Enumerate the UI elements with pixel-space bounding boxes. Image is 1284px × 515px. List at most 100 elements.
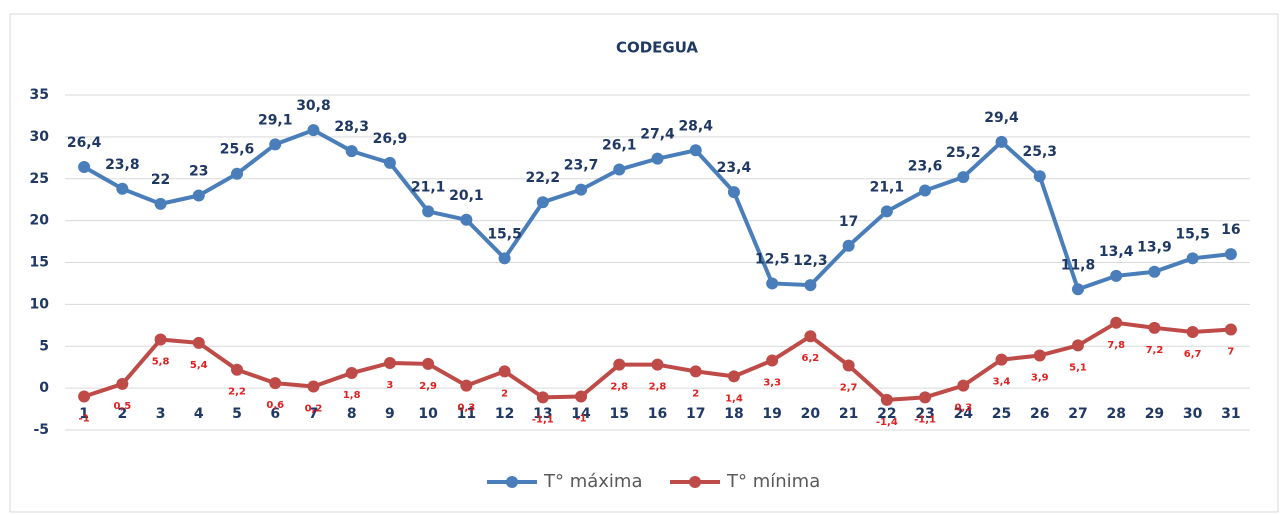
data-label: 5,4 [190,360,208,371]
data-label: 2,2 [228,387,246,398]
data-point [575,183,588,196]
data-label: -1,4 [876,417,898,428]
y-tick-label: 25 [30,171,49,187]
data-label: 29,1 [258,112,293,128]
data-point [78,390,91,403]
data-point [689,365,702,378]
data-label: -1 [79,414,90,425]
data-label: 0,3 [954,403,972,414]
data-point [689,144,702,157]
data-point [651,152,664,165]
data-label: 3,3 [763,377,781,388]
data-point [116,182,129,195]
data-label: 0,2 [305,403,323,414]
data-label: 2,7 [840,383,858,394]
data-label: 0,5 [113,401,131,412]
data-point [766,277,779,290]
data-label: 15,5 [1175,226,1210,242]
chart-title: CODEGUA [616,39,698,57]
data-label: 27,4 [640,127,675,143]
data-point [192,189,205,202]
data-label: 21,1 [411,179,446,195]
x-tick-label: 17 [686,406,705,422]
data-label: 2,9 [419,381,437,392]
y-tick-label: -5 [33,422,49,438]
x-tick-label: 8 [347,406,357,422]
data-point [269,377,282,390]
data-point [957,171,970,184]
legend-marker [689,476,701,488]
data-point [1186,252,1199,265]
y-tick-label: 10 [30,296,50,312]
x-tick-label: 14 [571,406,591,422]
x-tick-label: 18 [724,406,743,422]
data-point [766,354,779,367]
data-label: 30,8 [296,98,331,114]
x-tick-label: 6 [270,406,280,422]
x-tick-label: 30 [1183,406,1203,422]
data-label: 0,6 [266,400,284,411]
data-label: 11,8 [1061,257,1096,273]
y-tick-label: 15 [30,255,49,271]
data-label: 7,8 [1107,340,1125,351]
data-point [536,391,549,404]
data-label: 6,7 [1184,349,1202,360]
data-point [1033,170,1046,183]
data-label: 29,4 [984,110,1019,126]
data-point [919,391,932,404]
data-point [231,363,244,376]
data-label: 25,2 [946,145,981,161]
legend-marker [506,476,518,488]
data-point [880,205,893,218]
data-point [307,380,320,393]
data-label: 3 [386,380,393,391]
data-label: 26,1 [602,138,637,154]
x-tick-label: 5 [232,406,242,422]
x-tick-label: 19 [762,406,781,422]
data-label: 2 [692,388,699,399]
data-point [880,393,893,406]
x-tick-label: 24 [954,406,974,422]
y-tick-label: 20 [30,213,50,229]
x-tick-label: 11 [457,406,476,422]
x-tick-label: 16 [648,406,667,422]
data-point [651,358,664,371]
y-tick-label: 5 [39,338,49,354]
data-point [154,197,167,210]
data-point [842,359,855,372]
data-label: 16 [1221,222,1240,238]
data-point [192,336,205,349]
x-tick-label: 28 [1106,406,1125,422]
data-point [1110,316,1123,329]
x-tick-label: 12 [495,406,514,422]
x-tick-label: 13 [533,406,552,422]
x-tick-label: 20 [801,406,821,422]
data-point [231,167,244,180]
data-label: 12,5 [755,251,790,267]
data-point [919,184,932,197]
data-label: 15,5 [487,226,522,242]
legend-label: T° máxima [543,471,643,492]
data-point [995,135,1008,148]
x-tick-label: 7 [309,406,319,422]
data-label: -1 [575,414,586,425]
data-point [957,379,970,392]
data-label: 2,8 [649,382,667,393]
data-point [498,252,511,265]
data-point [78,161,91,174]
x-tick-label: 21 [839,406,858,422]
data-label: 1,8 [343,390,361,401]
data-label: 23 [189,164,208,180]
data-label: 25,6 [220,142,255,158]
x-tick-label: 27 [1068,406,1087,422]
data-label: 26,9 [373,131,408,147]
x-tick-label: 3 [156,406,166,422]
data-point [613,163,626,176]
y-tick-label: 30 [30,129,50,145]
data-label: 2,8 [610,382,628,393]
data-point [995,353,1008,366]
data-point [1110,269,1123,282]
x-tick-label: 23 [915,406,934,422]
data-point [422,357,435,370]
